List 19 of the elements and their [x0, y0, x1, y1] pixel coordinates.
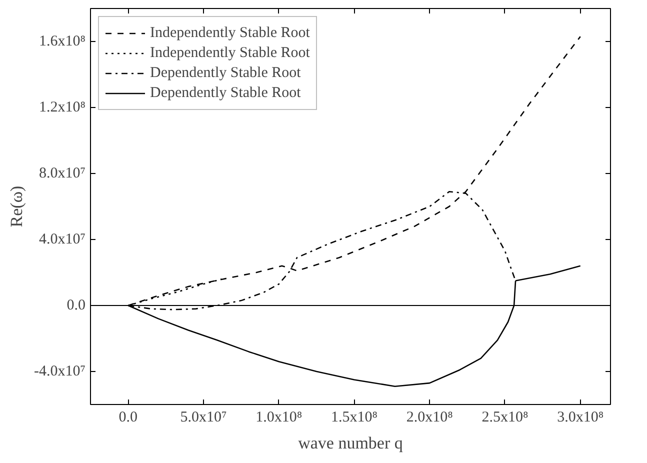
y-tick-label: 1.2x10⁸ — [39, 100, 86, 116]
x-axis-title: wave number q — [298, 434, 404, 452]
legend-label: Independently Stable Root — [150, 44, 310, 62]
x-tick-label: 3.0x10⁸ — [557, 410, 604, 426]
y-tick-label: -4.0x10⁷ — [34, 364, 86, 380]
x-tick-label: 0.0 — [118, 410, 138, 426]
y-tick-label: 1.6x10⁸ — [39, 34, 86, 50]
legend-label: Independently Stable Root — [150, 24, 310, 42]
y-tick-label: 4.0x10⁷ — [39, 232, 86, 248]
y-tick-label: 8.0x10⁷ — [39, 166, 86, 182]
y-tick-label: 0.0 — [66, 298, 86, 314]
x-tick-label: 5.0x10⁷ — [180, 410, 227, 426]
legend-label: Dependently Stable Root — [150, 64, 301, 82]
x-tick-label: 1.5x10⁸ — [331, 410, 378, 426]
legend-label: Dependently Stable Root — [150, 84, 301, 102]
x-tick-label: 2.5x10⁸ — [482, 410, 528, 426]
y-axis-title: Re(ω) — [7, 186, 26, 228]
x-tick-label: 1.0x10⁸ — [256, 410, 302, 426]
x-tick-label: 2.0x10⁸ — [406, 410, 453, 426]
